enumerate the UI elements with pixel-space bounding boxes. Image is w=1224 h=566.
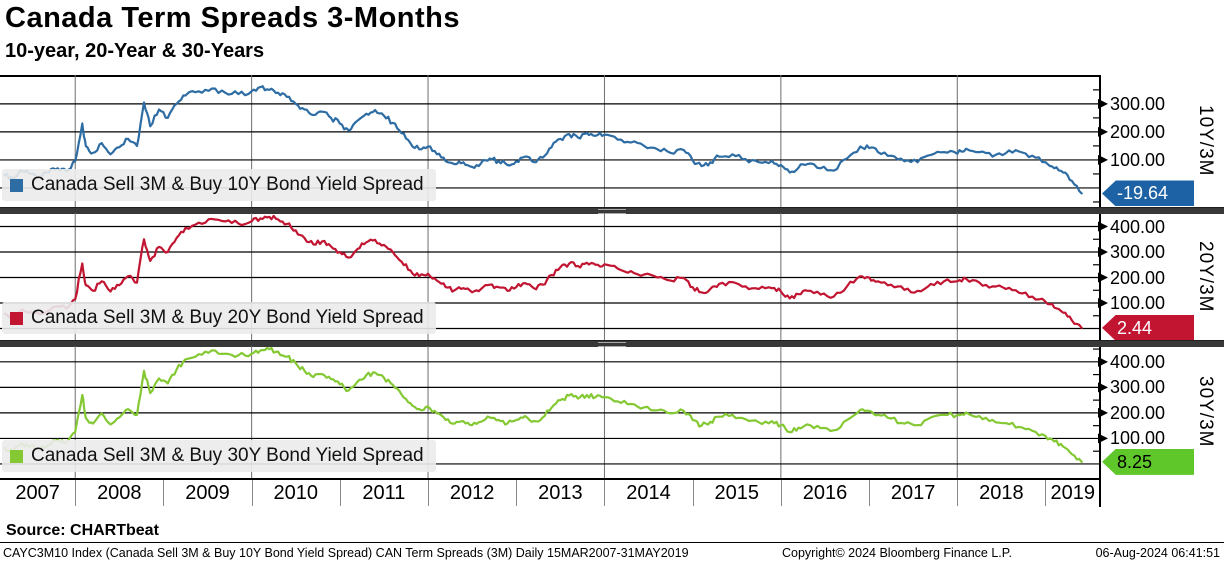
year-tick-separator — [1045, 480, 1047, 506]
y-tick-label: 200.00 — [1110, 402, 1166, 423]
panel-10y3m: 300.00 200.00 100.00 Canada Sell 3M & Buy … — [0, 75, 1224, 207]
x-tick-label-year: 2019 — [1050, 482, 1095, 504]
x-axis-line — [0, 478, 1100, 480]
panel-resize-handle[interactable] — [598, 342, 626, 347]
y-tick-label: 200.00 — [1110, 267, 1166, 288]
x-tick-label-year: 2010 — [273, 482, 318, 504]
year-tick-separator — [692, 480, 694, 506]
x-tick-label-year: 2018 — [979, 482, 1024, 504]
year-tick-separator — [75, 480, 77, 506]
year-tick-separator — [780, 480, 782, 506]
source-label: Source: CHARTbeat — [6, 522, 159, 539]
panel-20y3m: 400.00 300.00 200.00 100.00 Canada Sell 3M … — [0, 213, 1224, 341]
legend-marker-icon — [10, 178, 23, 192]
axis-title-10y3m: 10Y/3M — [1195, 105, 1216, 177]
y-tick-label: 300.00 — [1110, 93, 1166, 114]
x-tick-label-year: 2007 — [15, 482, 60, 504]
right-y-axis-line — [1099, 75, 1101, 507]
panel-resize-handle[interactable] — [598, 209, 626, 214]
y-tick-label: 300.00 — [1110, 377, 1166, 398]
plot-top-border — [0, 75, 1100, 77]
year-tick-separator — [604, 480, 606, 506]
axis-title-20y3m: 20Y/3M — [1195, 240, 1216, 313]
chart-title: Canada Term Spreads 3-Months — [5, 2, 461, 34]
last-value-badge-30y3m: 8.25 — [1102, 448, 1194, 475]
x-tick-label-year: 2016 — [802, 482, 848, 504]
legend-30y3m[interactable]: Canada Sell 3M & Buy 30Y Bond Yield Spre… — [2, 440, 436, 472]
year-tick-separator — [957, 480, 959, 506]
footer-security-info: CAYC3M10 Index (Canada Sell 3M & Buy 10Y… — [3, 546, 689, 560]
y-tick-label: 200.00 — [1110, 121, 1166, 142]
year-tick-separator — [428, 480, 430, 506]
year-tick-separator — [163, 480, 165, 506]
y-tick-label: 100.00 — [1110, 293, 1166, 314]
axis-title-30y3m: 30Y/3M — [1195, 376, 1216, 448]
x-tick-label-year: 2017 — [890, 482, 936, 504]
last-value-badge-10y3m: -19.64 — [1102, 180, 1194, 207]
legend-marker-icon — [10, 311, 23, 325]
x-tick-label-year: 2013 — [538, 482, 583, 504]
y-tick-label: 400.00 — [1110, 351, 1166, 372]
x-tick-label-year: 2014 — [626, 482, 671, 504]
y-tick-label: 400.00 — [1110, 216, 1166, 237]
x-tick-label-year: 2015 — [714, 482, 760, 504]
panel-separator-2 — [0, 340, 1224, 347]
legend-marker-icon — [10, 449, 23, 463]
year-tick-separator — [339, 480, 341, 506]
panel-separator-1 — [0, 207, 1224, 214]
footer-divider — [0, 542, 1224, 543]
legend-10y3m[interactable]: Canada Sell 3M & Buy 10Y Bond Yield Spre… — [2, 169, 436, 201]
year-tick-separator — [516, 480, 518, 506]
y-tick-label: 100.00 — [1110, 149, 1166, 170]
year-tick-separator — [251, 480, 253, 506]
x-axis-year-band: 2007 2008 2009 2010 2011 2012 2013 2014 2015 2016… — [0, 480, 1100, 507]
x-tick-label-year: 2012 — [449, 482, 495, 504]
y-tick-label: 100.00 — [1110, 428, 1166, 449]
panel-30y3m: 400.00 300.00 200.00 100.00 Canada Sell 3M … — [0, 346, 1224, 478]
x-tick-label-year: 2009 — [185, 482, 230, 504]
x-tick-label-year: 2008 — [97, 482, 142, 504]
legend-label: Canada Sell 3M & Buy 20Y Bond Yield Spre… — [31, 307, 424, 328]
footer-timestamp: 06-Aug-2024 06:41:51 — [1095, 546, 1220, 560]
y-tick-label: 300.00 — [1110, 242, 1166, 263]
footer-copyright: Copyright© 2024 Bloomberg Finance L.P. — [782, 546, 1012, 560]
year-tick-separator — [869, 480, 871, 506]
chart-subtitle: 10-year, 20-Year & 30-Years — [5, 40, 265, 62]
legend-20y3m[interactable]: Canada Sell 3M & Buy 20Y Bond Yield Spre… — [2, 302, 436, 334]
legend-label: Canada Sell 3M & Buy 10Y Bond Yield Spre… — [31, 174, 424, 195]
legend-label: Canada Sell 3M & Buy 30Y Bond Yield Spre… — [31, 445, 424, 466]
last-value-badge-20y3m: 2.44 — [1102, 314, 1194, 341]
footer-info-bar: CAYC3M10 Index (Canada Sell 3M & Buy 10Y… — [0, 546, 1224, 564]
x-tick-label-year: 2011 — [362, 482, 406, 504]
